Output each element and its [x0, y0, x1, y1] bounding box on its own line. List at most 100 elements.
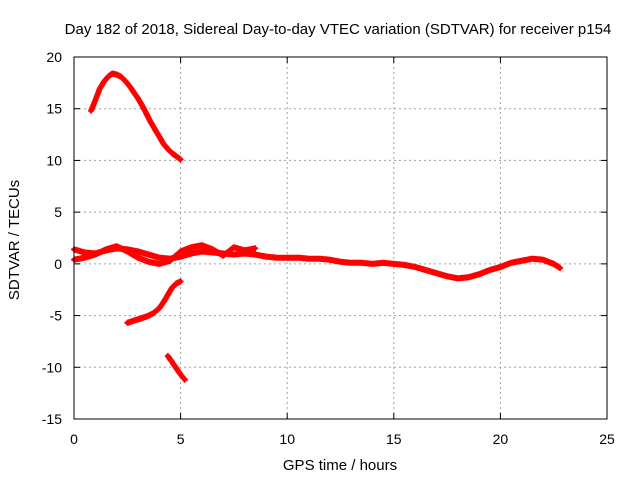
data-point	[135, 255, 141, 260]
data-point	[253, 246, 258, 251]
data-point	[178, 249, 183, 254]
data-point	[114, 72, 119, 77]
data-point	[199, 249, 205, 254]
data-point	[210, 247, 215, 252]
data-point	[370, 261, 375, 267]
series-arc-bottom	[164, 352, 188, 383]
data-point	[144, 314, 149, 319]
y-axis-label: SDTVAR / TECUs	[6, 180, 23, 300]
data-point	[165, 353, 170, 359]
plot-frame	[73, 56, 608, 420]
data-point	[165, 146, 170, 152]
data-point	[157, 134, 162, 139]
data-point	[125, 320, 130, 325]
chart-title: Day 182 of 2018, Sidereal Day-to-day VTE…	[65, 21, 612, 38]
data-point	[189, 245, 194, 250]
data-point	[498, 264, 503, 270]
data-point	[423, 267, 428, 273]
data-point	[157, 306, 162, 311]
data-point	[242, 248, 247, 253]
data-point	[455, 276, 460, 281]
data-point	[169, 151, 175, 156]
data-point	[519, 258, 524, 263]
y-tick-label: -10	[42, 359, 62, 375]
data-point	[146, 252, 151, 257]
data-point	[157, 261, 162, 267]
data-point	[231, 245, 237, 250]
data-point	[101, 79, 107, 85]
data-point	[114, 244, 119, 249]
data-point	[263, 254, 269, 259]
data-point	[306, 256, 311, 261]
data-point	[131, 90, 136, 95]
x-tick-label: 25	[599, 431, 615, 447]
data-point	[295, 255, 301, 260]
data-point	[110, 71, 115, 76]
data-point	[118, 74, 124, 79]
y-tick-label: 20	[46, 49, 62, 65]
data-point	[140, 103, 145, 108]
data-point	[174, 281, 179, 286]
data-point	[174, 366, 179, 371]
data-point	[123, 78, 128, 84]
data-point	[189, 251, 194, 256]
data-point	[148, 120, 153, 125]
data-point	[97, 86, 102, 92]
y-tick-label: -15	[42, 411, 62, 427]
data-point	[551, 261, 556, 267]
data-point	[412, 264, 418, 270]
data-point	[146, 259, 151, 264]
data-point	[317, 256, 322, 261]
data-point	[131, 318, 136, 323]
data-points	[71, 70, 564, 383]
data-point	[93, 98, 98, 103]
data-point	[285, 255, 290, 260]
data-point	[231, 252, 237, 257]
data-point	[391, 261, 396, 267]
data-point	[444, 274, 450, 279]
data-point	[487, 267, 492, 273]
data-point	[349, 260, 354, 265]
y-tick-label: 0	[54, 256, 62, 272]
data-point	[530, 256, 535, 261]
data-point	[82, 255, 87, 260]
data-point	[169, 285, 175, 290]
data-point	[253, 252, 258, 257]
data-point	[82, 250, 87, 255]
data-point	[178, 157, 183, 162]
series-arc-high	[88, 70, 184, 163]
data-point	[434, 271, 439, 276]
data-point	[88, 108, 94, 114]
y-tick-label: 5	[54, 204, 62, 220]
data-point	[135, 249, 141, 254]
data-point	[178, 372, 183, 377]
data-point	[199, 243, 205, 248]
data-point	[380, 260, 386, 265]
data-point	[157, 255, 162, 260]
data-point	[127, 83, 132, 89]
x-tick-label: 20	[493, 431, 509, 447]
data-point	[93, 252, 98, 257]
data-point	[508, 260, 514, 265]
x-tick-label: 10	[279, 431, 295, 447]
data-point	[557, 265, 563, 271]
data-point	[161, 299, 166, 305]
y-tick-label: 10	[46, 152, 62, 168]
data-point	[338, 259, 343, 264]
data-point	[221, 253, 226, 258]
x-tick-label: 15	[386, 431, 402, 447]
data-point	[174, 154, 179, 159]
data-point	[161, 141, 166, 147]
data-point	[165, 292, 170, 298]
data-point	[274, 255, 279, 260]
data-point	[167, 258, 173, 263]
data-point	[150, 311, 156, 316]
x-tick-label: 0	[70, 431, 78, 447]
data-point	[359, 260, 364, 265]
data-point	[476, 272, 482, 277]
data-point	[105, 74, 111, 79]
x-axis-label: GPS time / hours	[283, 457, 397, 474]
x-tick-label: 5	[177, 431, 185, 447]
